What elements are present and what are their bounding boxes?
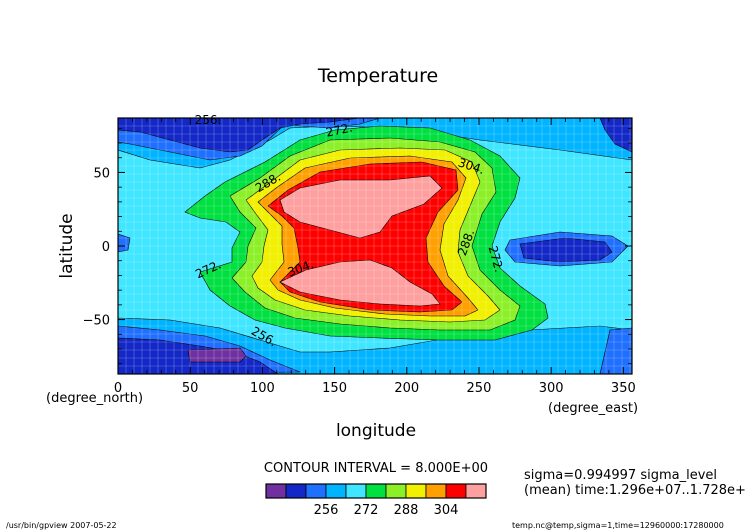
- colorbar-segment: [285, 483, 307, 499]
- x-axis-unit: (degree_east): [548, 401, 638, 416]
- colorbar-segment: [325, 483, 347, 499]
- colorbar-segment: [405, 483, 427, 499]
- colorbar-segment: [385, 483, 407, 499]
- colorbar: 256 272 288 304: [265, 483, 487, 518]
- contour-interval-text: CONTOUR INTERVAL = 8.000E+00: [264, 461, 488, 476]
- contour-label: 272.: [325, 120, 354, 139]
- band-312-south: [279, 259, 441, 307]
- colorbar-tick-label: 288: [394, 503, 419, 518]
- colorbar-segment: [465, 483, 487, 499]
- colorbar-segment: [305, 483, 327, 499]
- x-tick-label: 0: [114, 381, 122, 396]
- plot-grid: [118, 118, 632, 374]
- band-west-patch: [118, 233, 131, 253]
- x-tick-label: 150: [322, 381, 347, 396]
- y-tick-label: 0: [102, 240, 110, 255]
- band-north-cap-coldest: [118, 118, 361, 153]
- info-line-2: (mean) time:1.296e+07..1.728e+: [524, 483, 746, 498]
- y-tick-label: −50: [83, 314, 110, 329]
- info-line-1: sigma=0.994997 sigma_level: [524, 468, 717, 483]
- x-tick-label: 100: [250, 381, 275, 396]
- y-axis-unit: (degree_north): [46, 391, 143, 406]
- band-east-patch-inner: [519, 237, 613, 263]
- x-tick-label: 300: [539, 381, 564, 396]
- colorbar-segment: [425, 483, 447, 499]
- axes: 0 50 100 150 200 250 300 350 50 0 −50: [83, 118, 636, 396]
- band-312-north: [279, 175, 443, 239]
- x-tick-label: 200: [394, 381, 419, 396]
- plot-area: [118, 118, 632, 374]
- colorbar-tick-label: 256: [314, 503, 339, 518]
- colorbar-tick-label: 272: [354, 503, 379, 518]
- footer-left: /usr/bin/gpview 2007-05-22: [6, 521, 117, 530]
- colorbar-segment: [345, 483, 367, 499]
- contour-bands: [118, 118, 632, 374]
- colorbar-tick-label: 304: [434, 503, 459, 518]
- band-ne-cold: [599, 118, 632, 153]
- footer-right: temp.nc@temp,sigma=1,time=12960000:17280…: [512, 521, 724, 530]
- y-tick-label: 50: [93, 166, 110, 181]
- chart-title: Temperature: [317, 65, 438, 87]
- band-south-minimum: [187, 347, 247, 363]
- x-axis-label: longitude: [336, 421, 416, 441]
- band-se-cold: [599, 327, 632, 374]
- colorbar-segment: [445, 483, 467, 499]
- colorbar-segment: [265, 483, 287, 499]
- x-tick-label: 350: [611, 381, 636, 396]
- x-tick-label: 250: [467, 381, 492, 396]
- contour-label: 272.: [486, 244, 506, 273]
- y-axis-label: latitude: [57, 213, 77, 278]
- x-tick-label: 50: [182, 381, 199, 396]
- contour-label: 256.: [195, 113, 222, 127]
- colorbar-segment: [365, 483, 387, 499]
- colorbar-frame: [265, 483, 487, 499]
